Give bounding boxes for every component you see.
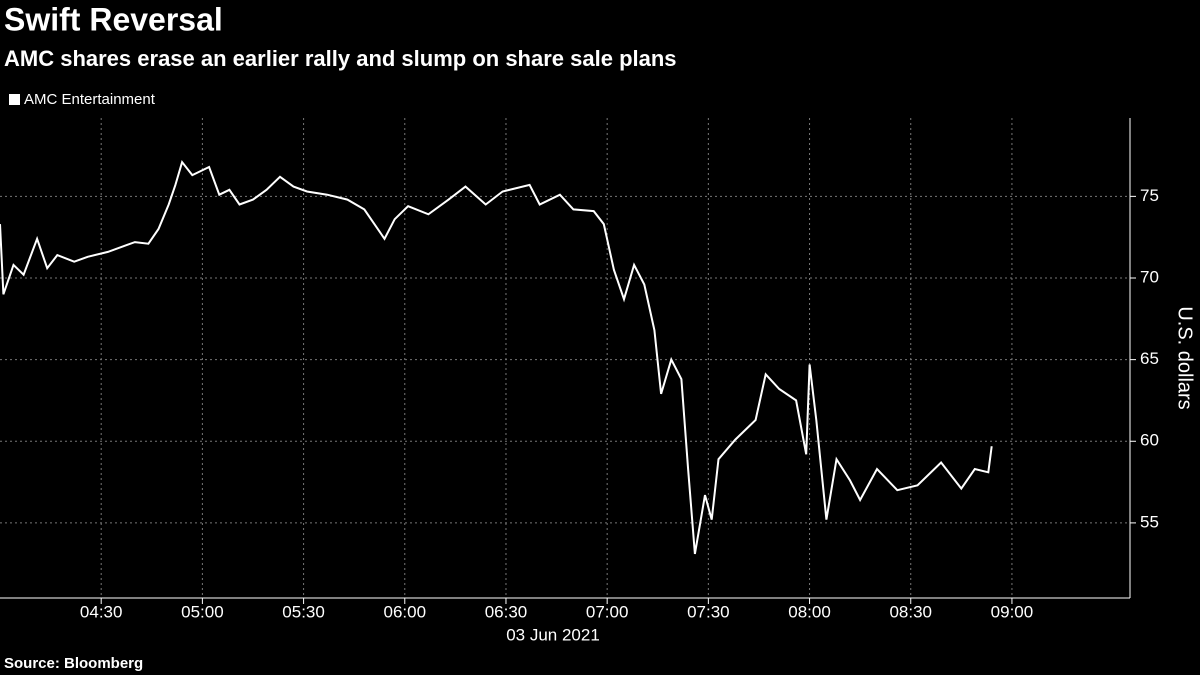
chart-title: Swift Reversal [4, 1, 223, 37]
x-axis-label: 03 Jun 2021 [506, 625, 600, 644]
x-tick-label: 07:30 [687, 602, 730, 621]
x-tick-label: 08:30 [889, 602, 932, 621]
x-tick-label: 09:00 [991, 602, 1034, 621]
x-tick-label: 05:30 [282, 602, 325, 621]
y-tick-label: 70 [1140, 267, 1159, 286]
y-tick-label: 55 [1140, 512, 1159, 531]
chart-subtitle: AMC shares erase an earlier rally and sl… [4, 46, 677, 71]
x-tick-label: 07:00 [586, 602, 629, 621]
x-tick-label: 08:00 [788, 602, 831, 621]
x-tick-label: 04:30 [80, 602, 123, 621]
y-tick-label: 65 [1140, 349, 1159, 368]
source: Source: Bloomberg [4, 655, 143, 672]
legend-label: AMC Entertainment [24, 91, 156, 108]
x-tick-label: 05:00 [181, 602, 224, 621]
price-line [0, 159, 993, 555]
y-axis-label: U.S. dollars [1174, 306, 1196, 409]
x-tick-label: 06:30 [485, 602, 528, 621]
y-tick-label: 75 [1140, 186, 1159, 205]
x-tick-label: 06:00 [384, 602, 427, 621]
y-tick-label: 60 [1140, 431, 1159, 450]
legend-swatch [9, 94, 20, 105]
